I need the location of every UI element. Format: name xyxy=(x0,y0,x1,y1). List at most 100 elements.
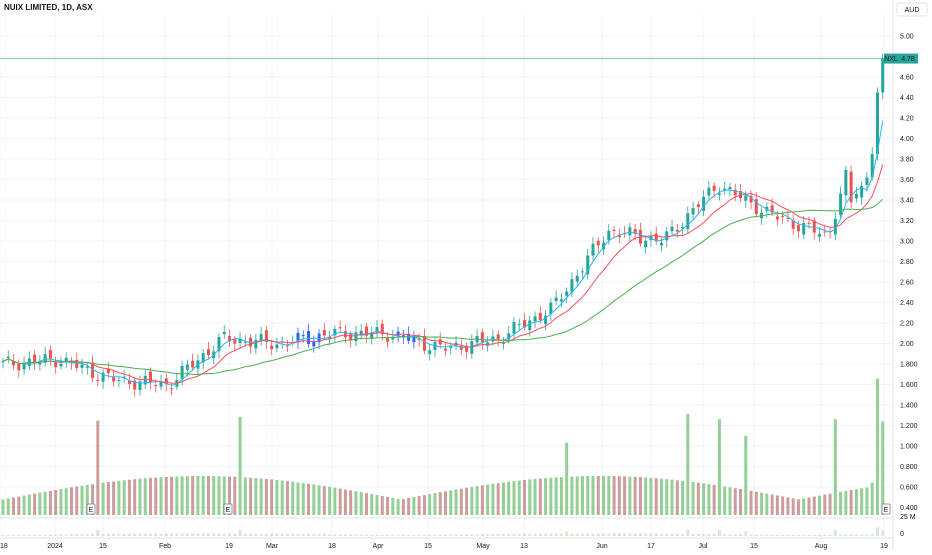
volume-ma-bar xyxy=(243,533,247,536)
volume-ma-bar xyxy=(491,534,495,536)
volume-bar xyxy=(580,476,584,515)
candle-body xyxy=(812,220,816,233)
volume-bar xyxy=(149,477,152,515)
volume-bar xyxy=(280,480,284,515)
candle-body xyxy=(554,297,558,302)
volume-ma-bar xyxy=(407,534,411,536)
volume-ma-bar xyxy=(575,533,579,536)
volume-ma-bar xyxy=(333,534,337,536)
volume-bar xyxy=(565,442,569,515)
volume-bar xyxy=(459,488,463,515)
candle-body xyxy=(533,316,537,322)
volume-bar xyxy=(217,476,221,515)
candle-body xyxy=(523,320,527,328)
volume-bar xyxy=(533,478,537,515)
volume-bar xyxy=(717,419,721,515)
candle-body xyxy=(717,193,721,195)
candle-body xyxy=(69,361,73,363)
volume-bar xyxy=(870,482,874,515)
volume-ma-bar xyxy=(69,534,73,536)
chart-title: NUIX LIMITED, 1D, ASX xyxy=(4,3,93,12)
volume-bar xyxy=(196,476,200,515)
price-tag xyxy=(898,53,918,64)
candle-body xyxy=(396,331,400,336)
candle-body xyxy=(875,92,879,154)
volume-ma-bar xyxy=(317,534,321,536)
volume-bar xyxy=(96,420,100,515)
volume-bar xyxy=(191,476,195,515)
volume-bar xyxy=(317,485,321,515)
volume-ma-bar xyxy=(396,535,400,536)
volume-ma-bar xyxy=(596,533,600,536)
volume-ma-bar xyxy=(459,534,463,536)
candle-body xyxy=(565,291,569,296)
volume-bar xyxy=(64,488,68,515)
volume-bar xyxy=(554,477,558,515)
volume-ma-bar xyxy=(338,534,342,536)
candle-body xyxy=(844,169,848,196)
volume-ma-bar xyxy=(154,533,158,536)
volume-bar xyxy=(407,497,411,515)
volume-ma-bar xyxy=(712,534,716,536)
volume-ma-bar xyxy=(807,534,811,536)
volume-bar xyxy=(465,487,469,515)
volume-ma-bar xyxy=(380,534,384,536)
volume-bar xyxy=(328,486,332,515)
volume-ma-bar xyxy=(75,534,79,536)
volume-bar xyxy=(127,479,131,515)
volume-ma-bar xyxy=(133,533,137,536)
volume-bar xyxy=(69,487,73,515)
y-tick-label: 1.800 xyxy=(900,362,918,369)
volume-bar xyxy=(444,491,447,515)
candle-body xyxy=(270,345,274,350)
candle-body xyxy=(633,229,637,234)
volume-bar xyxy=(707,484,711,515)
volume-ma-bar xyxy=(307,534,311,536)
candle-body xyxy=(528,320,532,330)
volume-ma-bar xyxy=(106,533,110,536)
volume-bar xyxy=(617,476,621,515)
volume-bar xyxy=(375,495,379,515)
volume-ma-bar xyxy=(802,534,806,536)
volume-bar xyxy=(528,479,532,515)
y-tick-label: 4.40 xyxy=(900,95,914,102)
candle-body xyxy=(728,186,732,190)
candle-body xyxy=(217,337,221,352)
volume-bar xyxy=(612,476,616,515)
volume-bar xyxy=(728,487,732,515)
currency-label: AUD xyxy=(905,7,920,14)
y-tick-label: 1.000 xyxy=(900,444,918,451)
volume-ma-bar xyxy=(228,533,232,536)
volume-bar xyxy=(43,491,47,515)
volume-ma-bar xyxy=(185,533,189,536)
y-tick-label: 4.60 xyxy=(900,75,914,82)
volume-ma-bar xyxy=(27,534,31,536)
candle-body xyxy=(54,362,58,368)
candle-body xyxy=(106,368,110,374)
volume-ma-bar xyxy=(591,533,595,536)
volume-bar xyxy=(106,482,110,515)
volume-bar xyxy=(270,479,274,515)
volume-ma-bar xyxy=(275,533,279,536)
volume-bar xyxy=(802,498,806,515)
volume-ma-bar xyxy=(828,534,832,536)
volume-ma-bar xyxy=(91,534,95,536)
candle-body xyxy=(749,195,753,203)
volume-bar xyxy=(85,484,89,515)
volume-axis-label: 25 M xyxy=(900,514,916,521)
volume-ma-bar xyxy=(486,534,490,536)
volume-ma-bar xyxy=(565,531,569,536)
candle-body xyxy=(791,220,795,229)
volume-ma-bar xyxy=(702,534,706,536)
candle-body xyxy=(854,194,858,199)
volume-ma-bar xyxy=(249,533,253,536)
volume-bar xyxy=(307,483,311,515)
candle-body xyxy=(580,271,584,273)
volume-bar xyxy=(391,497,395,515)
volume-ma-bar xyxy=(523,533,527,536)
volume-bar xyxy=(264,478,268,515)
volume-ma-bar xyxy=(370,534,374,536)
volume-ma-bar xyxy=(549,533,553,536)
candle-body xyxy=(459,346,463,350)
